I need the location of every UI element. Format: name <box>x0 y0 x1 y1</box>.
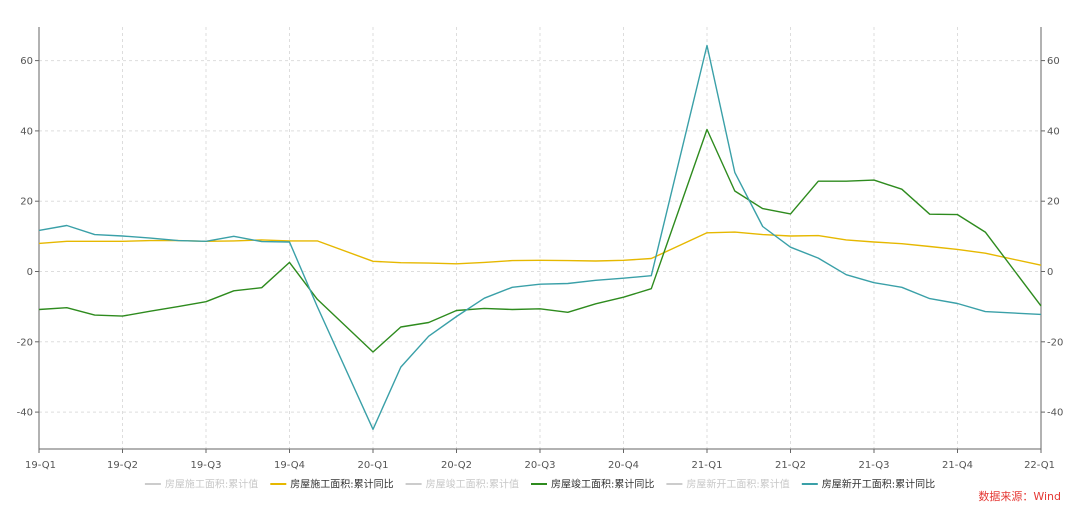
legend-item-0[interactable]: 房屋施工面积:累计值 <box>144 478 258 491</box>
x-tick-label: 19-Q4 <box>274 460 305 471</box>
x-tick-label: 22-Q1 <box>1024 460 1055 471</box>
data-source-label: 数据来源：Wind <box>978 490 1061 503</box>
legend-label: 房屋新开工面积:累计同比 <box>822 478 935 491</box>
x-tick-label: 20-Q4 <box>608 460 639 471</box>
x-tick-label: 19-Q1 <box>25 460 56 471</box>
legend-label: 房屋新开工面积:累计值 <box>686 478 789 491</box>
y-tick-label-left: 20 <box>20 197 33 208</box>
series-line-5 <box>38 44 1042 430</box>
legend-item-1[interactable]: 房屋施工面积:累计同比 <box>270 478 394 491</box>
x-tick-label: 21-Q3 <box>859 460 890 471</box>
x-tick-label: 20-Q3 <box>525 460 556 471</box>
y-tick-label-right: 40 <box>1047 126 1060 137</box>
y-tick-label-left: 60 <box>20 56 33 67</box>
series-line-3 <box>38 128 1042 353</box>
series-lines <box>38 44 1042 430</box>
x-tick-label: 19-Q2 <box>107 460 138 471</box>
x-tick-label: 21-Q1 <box>692 460 723 471</box>
y-tick-label-left: -40 <box>17 408 33 419</box>
x-tick-label: 20-Q2 <box>441 460 472 471</box>
y-tick-label-right: 0 <box>1047 267 1053 278</box>
y-tick-label-right: -20 <box>1047 337 1063 348</box>
axes: -40 -40 -20 -20 0 0 20 20 40 40 60 60 19-Q1 19-Q2 19-Q… <box>17 27 1063 471</box>
y-tick-label-right: -40 <box>1047 408 1063 419</box>
y-tick-label-left: 0 <box>27 267 33 278</box>
y-tick-label-left: -20 <box>17 337 33 348</box>
x-tick-label: 19-Q3 <box>191 460 222 471</box>
legend[interactable]: 房屋施工面积:累计值 房屋施工面积:累计同比 房屋竣工面积:累计值 房屋竣工面积:累计… <box>144 478 935 491</box>
legend-label: 房屋施工面积:累计值 <box>165 478 258 491</box>
legend-item-4[interactable]: 房屋新开工面积:累计值 <box>666 478 790 491</box>
legend-label: 房屋施工面积:累计同比 <box>290 478 393 491</box>
legend-label: 房屋竣工面积:累计同比 <box>551 478 654 491</box>
x-tick-label: 20-Q1 <box>358 460 389 471</box>
x-tick-label: 21-Q4 <box>942 460 973 471</box>
legend-item-3[interactable]: 房屋竣工面积:累计同比 <box>531 478 654 491</box>
legend-label: 房屋竣工面积:累计值 <box>426 478 519 491</box>
x-tick-label: 21-Q2 <box>775 460 806 471</box>
legend-item-5[interactable]: 房屋新开工面积:累计同比 <box>801 478 935 491</box>
legend-item-2[interactable]: 房屋竣工面积:累计值 <box>405 478 519 491</box>
grid-lines <box>39 27 1041 449</box>
y-tick-label-left: 40 <box>20 126 33 137</box>
y-tick-label-right: 60 <box>1047 56 1060 67</box>
y-tick-label-right: 20 <box>1047 197 1060 208</box>
